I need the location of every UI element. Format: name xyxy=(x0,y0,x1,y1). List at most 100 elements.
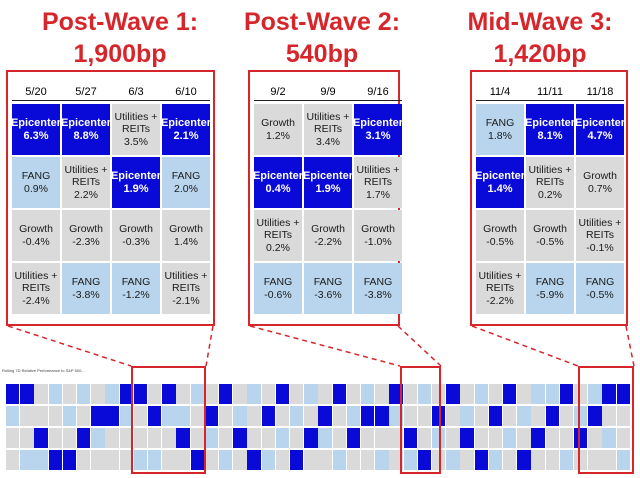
date-header: 9/16 xyxy=(367,86,389,98)
strip-cell xyxy=(588,384,602,404)
strip-cell xyxy=(190,406,204,426)
relative-performance-value: 0.9% xyxy=(24,182,48,195)
date-header: 6/10 xyxy=(175,86,197,98)
strip-cell xyxy=(91,406,105,426)
strip-cell xyxy=(460,384,474,404)
strip-cell xyxy=(460,428,474,448)
strip-cell xyxy=(119,406,133,426)
date-header: 9/9 xyxy=(320,86,336,98)
strip-cell xyxy=(48,428,62,448)
title-line-1: Post-Wave 2: xyxy=(243,8,401,36)
strip-cell xyxy=(503,406,517,426)
rank-cell: FANG -0.6% xyxy=(254,263,302,314)
relative-performance-value: -2.4% xyxy=(22,294,50,307)
strip-cell xyxy=(6,428,20,448)
panel-mid-wave-3: 11/4 11/11 11/18 FANG 1.8% Epicenter 8.1% Epice… xyxy=(470,70,628,326)
strip-cell xyxy=(77,450,91,470)
strip-cell xyxy=(361,428,375,448)
category-name: FANG xyxy=(313,276,343,288)
relative-performance-value: -3.8% xyxy=(72,288,100,301)
strip-cell xyxy=(290,406,304,426)
strip-cell xyxy=(162,406,176,426)
strip-cell xyxy=(517,450,531,470)
relative-performance-value: -1.2% xyxy=(122,288,150,301)
category-name: Growth xyxy=(169,223,203,235)
rank-cell: Epicenter 1.9% xyxy=(110,157,162,208)
strip-cell xyxy=(503,450,517,470)
strip-cell xyxy=(432,450,446,470)
strip-cell xyxy=(588,406,602,426)
strip-cell xyxy=(474,384,488,404)
strip-cell xyxy=(460,406,474,426)
strip-cell xyxy=(133,384,148,404)
strip-cell xyxy=(432,406,446,426)
title-line-1: Post-Wave 1: xyxy=(41,8,199,36)
category-name: Epicenter xyxy=(110,170,162,182)
strip-cell xyxy=(119,450,133,470)
category-name: FANG xyxy=(71,276,101,288)
strip-cell xyxy=(275,384,290,404)
strip-cell xyxy=(176,384,190,404)
strip-cell xyxy=(574,384,588,404)
strip-cell xyxy=(602,428,616,448)
strip-cell xyxy=(574,428,588,448)
strip-cell xyxy=(204,384,219,404)
strip-cell xyxy=(148,450,162,470)
rank-cell: Utilities + REITs 2.2% xyxy=(62,157,110,208)
strip-cell xyxy=(574,450,588,470)
strip-cell xyxy=(133,450,148,470)
relative-performance-value: 1.4% xyxy=(487,182,513,195)
category-name: Utilities + REITs xyxy=(306,110,350,136)
rank-cell: Utilities + REITs 0.2% xyxy=(526,157,574,208)
relative-performance-value: -2.1% xyxy=(172,294,200,307)
strip-cell xyxy=(488,384,503,404)
strip-cell xyxy=(389,406,403,426)
date-header: 11/18 xyxy=(586,86,614,98)
strip-cell xyxy=(6,450,20,470)
rank-cell: Growth -2.3% xyxy=(62,210,110,261)
relative-performance-value: -5.9% xyxy=(536,288,564,301)
strip-cell xyxy=(34,384,48,404)
strip-cell xyxy=(105,406,119,426)
strip-cell xyxy=(446,384,460,404)
rank-cell: Growth -0.4% xyxy=(12,210,60,261)
strip-cell xyxy=(488,450,503,470)
relative-performance-value: 2.0% xyxy=(174,182,198,195)
relative-performance-value: 0.2% xyxy=(538,188,562,201)
strip-cell xyxy=(162,384,176,404)
panel-post-wave-1: 5/20 5/27 6/3 6/10 Epicenter 6.3% Epicenter 8.8… xyxy=(6,70,215,326)
category-name: Growth xyxy=(361,223,395,235)
strip-cell xyxy=(119,384,133,404)
strip-cell xyxy=(332,428,346,448)
rank-cell: Epicenter 8.8% xyxy=(61,104,111,155)
strip-cell xyxy=(403,428,417,448)
strip-cell xyxy=(389,450,403,470)
strip-cell xyxy=(417,384,432,404)
strip-cell xyxy=(91,428,105,448)
category-name: Epicenter xyxy=(302,170,354,182)
strip-cell xyxy=(602,384,616,404)
strip-cell xyxy=(346,428,361,448)
strip-cell xyxy=(204,406,219,426)
rank-cell: FANG 2.0% xyxy=(162,157,210,208)
relative-performance-value: -2.2% xyxy=(486,294,514,307)
strip-cell xyxy=(602,406,616,426)
title-mid-wave-3: Mid-Wave 3: 1,420bp xyxy=(440,6,640,70)
strip-cell xyxy=(574,406,588,426)
strip-cell xyxy=(474,428,488,448)
strip-cell xyxy=(91,450,105,470)
weekly-rank-strip: Rolling 7D Relative Performance to S&P 5… xyxy=(0,362,640,472)
relative-performance-value: 0.7% xyxy=(588,182,612,195)
strip-cell xyxy=(375,428,389,448)
strip-cell xyxy=(176,450,190,470)
strip-cell xyxy=(190,450,204,470)
strip-highlight-wave-3 xyxy=(578,366,634,474)
rank-cell: Utilities + REITs -2.4% xyxy=(12,263,60,314)
title-line-1: Mid-Wave 3: xyxy=(467,8,613,36)
strip-cell xyxy=(616,428,630,448)
relative-performance-value: -0.6% xyxy=(264,288,292,301)
relative-performance-value: 1.7% xyxy=(366,188,390,201)
strip-cell xyxy=(48,450,62,470)
rank-cell: Utilities + REITs 1.7% xyxy=(354,157,402,208)
date-header: 11/4 xyxy=(489,86,511,98)
